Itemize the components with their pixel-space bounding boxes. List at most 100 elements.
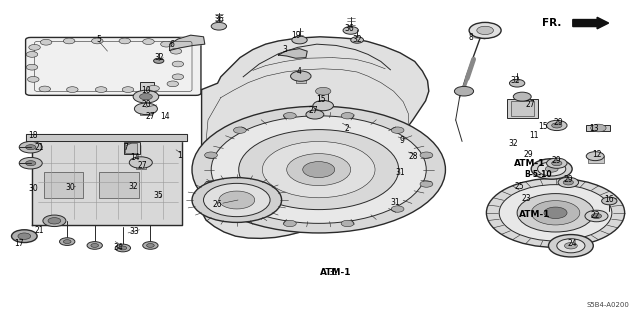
Circle shape [140,93,152,100]
Text: 21: 21 [35,226,44,235]
Text: 4: 4 [297,68,302,76]
Text: 25: 25 [515,182,525,191]
Bar [319,92,328,103]
Circle shape [509,79,525,87]
Circle shape [585,210,608,222]
Circle shape [95,87,107,92]
Text: 10: 10 [141,86,151,95]
Circle shape [563,180,573,185]
Text: 9: 9 [399,136,404,145]
Circle shape [486,178,625,247]
Circle shape [420,152,433,158]
FancyBboxPatch shape [26,37,201,95]
Circle shape [239,130,399,210]
Circle shape [316,87,331,95]
Text: 31: 31 [390,198,401,207]
Circle shape [517,194,594,232]
Circle shape [48,218,61,224]
Text: 5: 5 [97,36,102,44]
Circle shape [134,103,157,115]
Circle shape [343,27,358,34]
Text: 29: 29 [523,150,533,159]
Text: ATM-1: ATM-1 [320,268,352,277]
Circle shape [192,106,445,233]
Bar [140,82,154,91]
Bar [44,172,83,198]
Circle shape [552,161,562,166]
Circle shape [205,152,218,158]
Circle shape [211,116,426,223]
Text: 27: 27 [145,112,156,121]
Polygon shape [278,49,307,58]
Circle shape [18,233,31,239]
Text: B-5-10: B-5-10 [524,170,552,179]
Circle shape [284,220,296,227]
Circle shape [211,22,227,30]
Text: 30: 30 [65,183,76,192]
Circle shape [469,22,501,38]
Text: 3: 3 [282,45,287,54]
Text: 1: 1 [177,151,182,160]
Text: FR.: FR. [542,18,561,28]
Circle shape [341,220,354,227]
Polygon shape [170,35,205,51]
Text: 36: 36 [344,24,354,33]
Circle shape [420,181,433,187]
Text: 32: 32 [128,182,138,191]
Text: 2: 2 [344,124,349,133]
Circle shape [391,127,404,133]
Bar [124,142,140,154]
Circle shape [26,64,38,70]
Circle shape [129,157,152,168]
Circle shape [284,113,296,119]
Text: 13: 13 [589,124,599,133]
Circle shape [531,201,580,225]
Circle shape [292,36,307,44]
Circle shape [12,230,37,243]
Bar [125,143,137,153]
Circle shape [499,185,612,241]
Circle shape [391,206,404,212]
Circle shape [586,152,604,161]
Bar [586,125,610,131]
Circle shape [43,215,66,227]
Text: 22: 22 [591,211,600,220]
Circle shape [122,87,134,92]
Circle shape [40,39,52,45]
Circle shape [313,100,333,111]
Polygon shape [26,134,187,141]
Circle shape [477,26,493,35]
Polygon shape [202,37,429,238]
Text: 32: 32 [508,139,518,148]
Circle shape [143,242,158,249]
Circle shape [306,110,324,119]
Circle shape [234,206,246,212]
Text: 32: 32 [154,53,164,62]
Circle shape [544,207,567,219]
Text: 6: 6 [169,40,174,49]
Circle shape [115,244,131,252]
Text: 24: 24 [568,239,578,248]
Bar [296,76,306,83]
Circle shape [204,183,270,217]
Circle shape [564,243,577,249]
Circle shape [26,145,36,150]
Text: 29: 29 [553,118,563,127]
Circle shape [513,92,531,101]
Text: 16: 16 [604,195,614,204]
Text: 21: 21 [35,143,44,152]
Circle shape [547,158,567,168]
Text: 30: 30 [28,184,38,193]
Text: 12: 12 [592,150,601,159]
Circle shape [192,178,282,222]
Text: 28: 28 [408,152,417,161]
Circle shape [558,177,579,188]
Circle shape [143,39,154,44]
Circle shape [147,244,154,247]
Circle shape [548,235,593,257]
Circle shape [119,246,127,250]
Circle shape [28,76,39,82]
Circle shape [591,213,602,219]
Text: ATM-1: ATM-1 [518,210,550,219]
Bar [511,101,534,116]
